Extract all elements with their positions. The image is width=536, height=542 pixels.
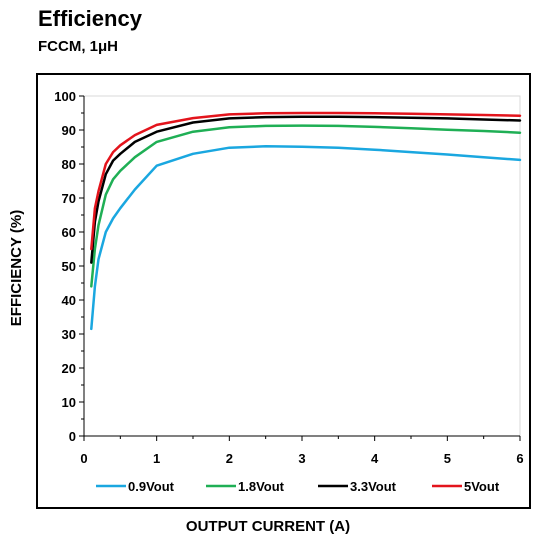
- y-tick-label: 40: [62, 293, 76, 308]
- y-tick-label: 70: [62, 191, 76, 206]
- y-tick-label: 100: [54, 89, 76, 104]
- page-subtitle: FCCM, 1μH: [38, 38, 119, 55]
- x-tick-label: 6: [516, 451, 523, 466]
- legend-label: 1.8Vout: [238, 479, 285, 494]
- y-axis-label-container: EFFICIENCY (%): [8, 210, 25, 326]
- legend-label: 0.9Vout: [128, 479, 175, 494]
- legend-label: 3.3Vout: [350, 479, 397, 494]
- y-tick-label: 10: [62, 395, 76, 410]
- series-line-1.8vout: [90, 124, 522, 288]
- x-axis-label: OUTPUT CURRENT (A): [185, 518, 351, 535]
- legend-label: 5Vout: [464, 479, 500, 494]
- series-line-3.3vout: [90, 115, 522, 264]
- y-tick-label: 80: [62, 157, 76, 172]
- y-tick-label: 20: [62, 361, 76, 376]
- chart-frame: [36, 73, 531, 509]
- y-axis-label: EFFICIENCY (%): [8, 210, 25, 326]
- page-title: Efficiency: [38, 6, 142, 31]
- x-tick-label: 2: [226, 451, 233, 466]
- x-tick-label: 0: [80, 451, 87, 466]
- y-tick-label: 90: [62, 123, 76, 138]
- y-tick-label: 50: [62, 259, 76, 274]
- y-tick-label: 0: [69, 429, 76, 444]
- series-line-5vout: [90, 111, 522, 251]
- x-tick-label: 5: [444, 451, 451, 466]
- y-tick-label: 30: [62, 327, 76, 342]
- x-tick-label: 3: [298, 451, 305, 466]
- x-tick-label: 1: [153, 451, 160, 466]
- x-tick-label: 4: [371, 451, 379, 466]
- series-line-0.9vout: [90, 145, 522, 331]
- y-tick-label: 60: [62, 225, 76, 240]
